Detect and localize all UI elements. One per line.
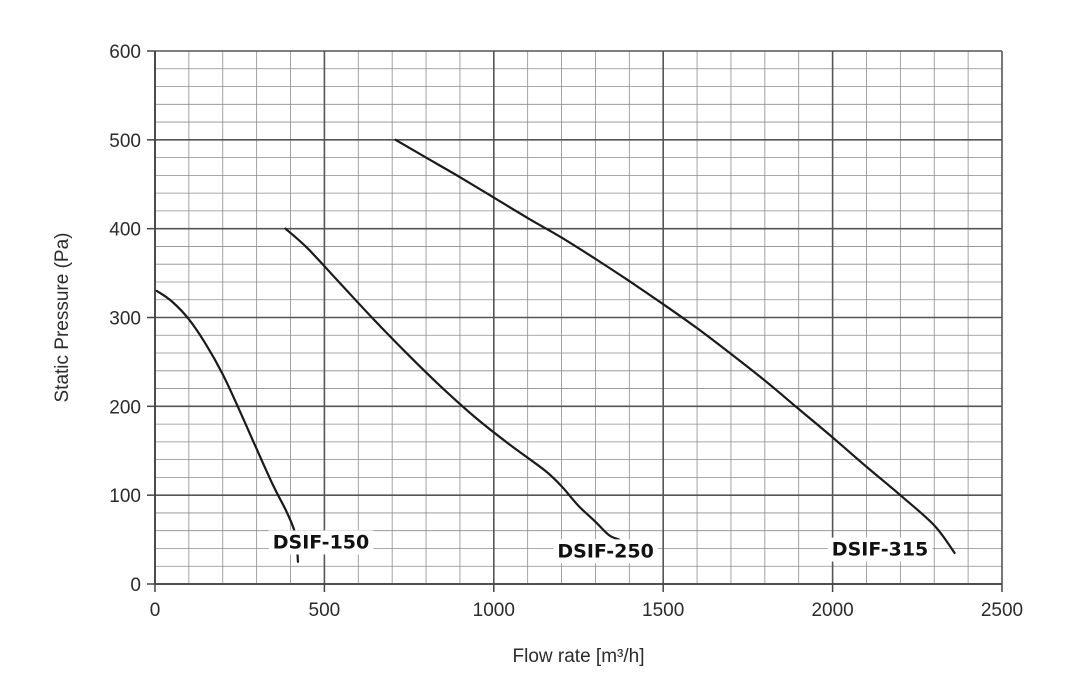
series-group (155, 138, 956, 563)
x-tick-label: 0 (150, 600, 161, 621)
labels: 0 500 1000 1500 2000 2500 0 100 200 300 400 500 600 F… (52, 42, 1023, 667)
series-line-dsif-315 (394, 138, 956, 555)
series-label-dsif-150: DSIF-150 (273, 531, 369, 553)
y-tick-label: 100 (109, 486, 141, 507)
y-tick-label: 300 (109, 309, 141, 330)
x-tick-label: 1500 (642, 600, 684, 621)
y-axis-label: Static Pressure (Pa) (52, 233, 73, 403)
x-tick-label: 2000 (811, 600, 853, 621)
y-tick-label: 600 (109, 42, 141, 63)
x-tick-label: 1000 (473, 600, 515, 621)
series-label-background (553, 539, 658, 564)
axes (147, 50, 1003, 592)
y-tick-label: 400 (109, 220, 141, 241)
series-label-background (268, 530, 374, 555)
series-label-background (827, 537, 933, 562)
x-tick-label: 2500 (981, 600, 1023, 621)
series-line-dsif-250 (284, 227, 621, 541)
series-label-dsif-315: DSIF-315 (832, 539, 928, 561)
y-tick-label: 200 (109, 397, 141, 418)
y-tick-label: 0 (130, 575, 141, 596)
x-tick-label: 500 (309, 600, 341, 621)
y-tick-label: 500 (109, 131, 141, 152)
series-line-dsif-150 (155, 289, 300, 563)
series-label-dsif-250: DSIF-250 (557, 540, 653, 562)
x-axis-label: Flow rate [m³/h] (513, 646, 645, 667)
